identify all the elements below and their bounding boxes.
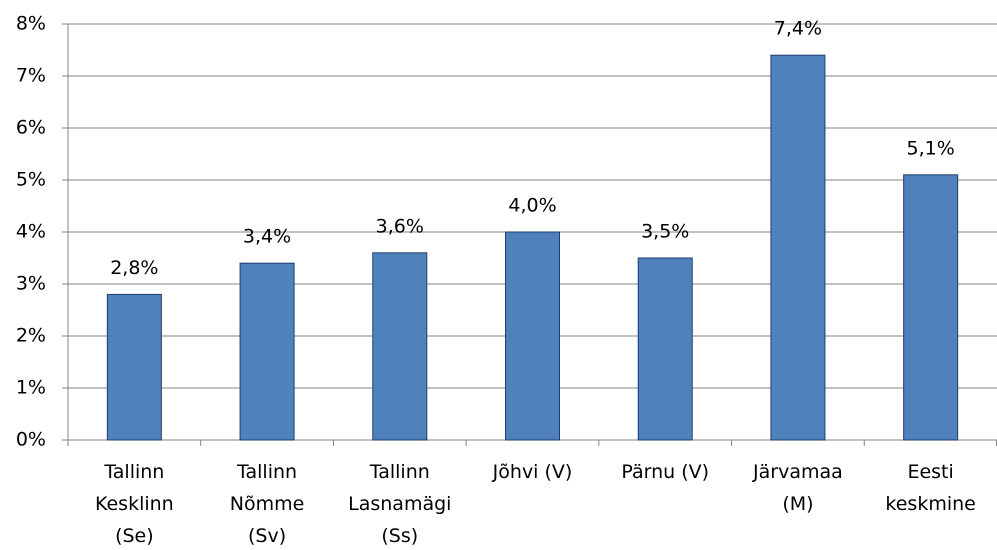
- bar: [106, 293, 162, 441]
- y-tick-label: 4%: [16, 221, 46, 243]
- y-tick-label: 5%: [16, 169, 46, 191]
- y-tick-label: 8%: [16, 13, 46, 35]
- bar: [505, 231, 560, 441]
- y-tick-label: 3%: [16, 273, 46, 295]
- y-tick-label: 0%: [16, 429, 46, 451]
- x-tick-label: Tallinn Lasnamägi (Ss): [348, 461, 451, 547]
- bar: [770, 54, 826, 441]
- y-tick-label: 7%: [16, 65, 46, 87]
- value-label: 5,1%: [907, 137, 955, 159]
- x-tick-label: Jõhvi (V): [492, 461, 573, 483]
- x-tick-label: Tallinn Kesklinn (Se): [95, 461, 174, 547]
- x-tick-label: Pärnu (V): [621, 461, 709, 483]
- x-tick-label: Järvamaa (M): [752, 461, 843, 515]
- bar: [903, 174, 959, 441]
- bar: [637, 257, 693, 441]
- value-label: 3,5%: [641, 221, 689, 243]
- bar: [239, 262, 295, 441]
- x-tick-label: Tallinn Nõmme (Sv): [230, 461, 305, 547]
- value-label: 3,6%: [376, 215, 424, 237]
- value-label: 3,4%: [243, 226, 291, 248]
- x-tick-label: Eesti keskmine: [885, 461, 975, 515]
- bar: [372, 252, 428, 441]
- y-tick-label: 2%: [16, 325, 46, 347]
- value-label: 4,0%: [508, 195, 556, 217]
- value-label: 7,4%: [774, 18, 822, 40]
- y-tick-label: 1%: [16, 377, 46, 399]
- y-tick-label: 6%: [16, 117, 46, 139]
- value-label: 2,8%: [110, 257, 158, 279]
